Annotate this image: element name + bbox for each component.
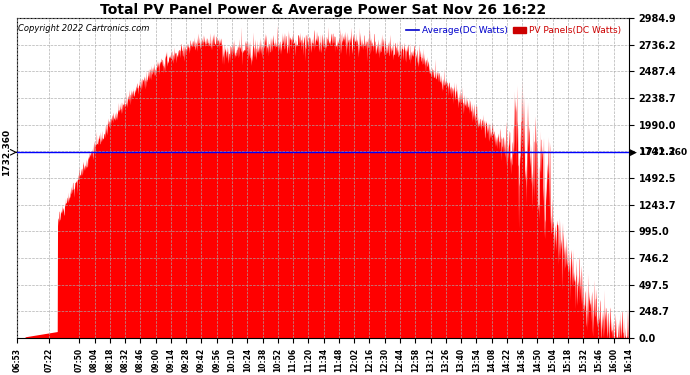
Text: 1732.360: 1732.360 (2, 129, 11, 176)
Legend: Average(DC Watts), PV Panels(DC Watts): Average(DC Watts), PV Panels(DC Watts) (402, 22, 624, 39)
Title: Total PV Panel Power & Average Power Sat Nov 26 16:22: Total PV Panel Power & Average Power Sat… (100, 3, 546, 17)
Text: Copyright 2022 Cartronics.com: Copyright 2022 Cartronics.com (19, 24, 150, 33)
Text: ▶ 1732.360: ▶ 1732.360 (630, 148, 687, 157)
